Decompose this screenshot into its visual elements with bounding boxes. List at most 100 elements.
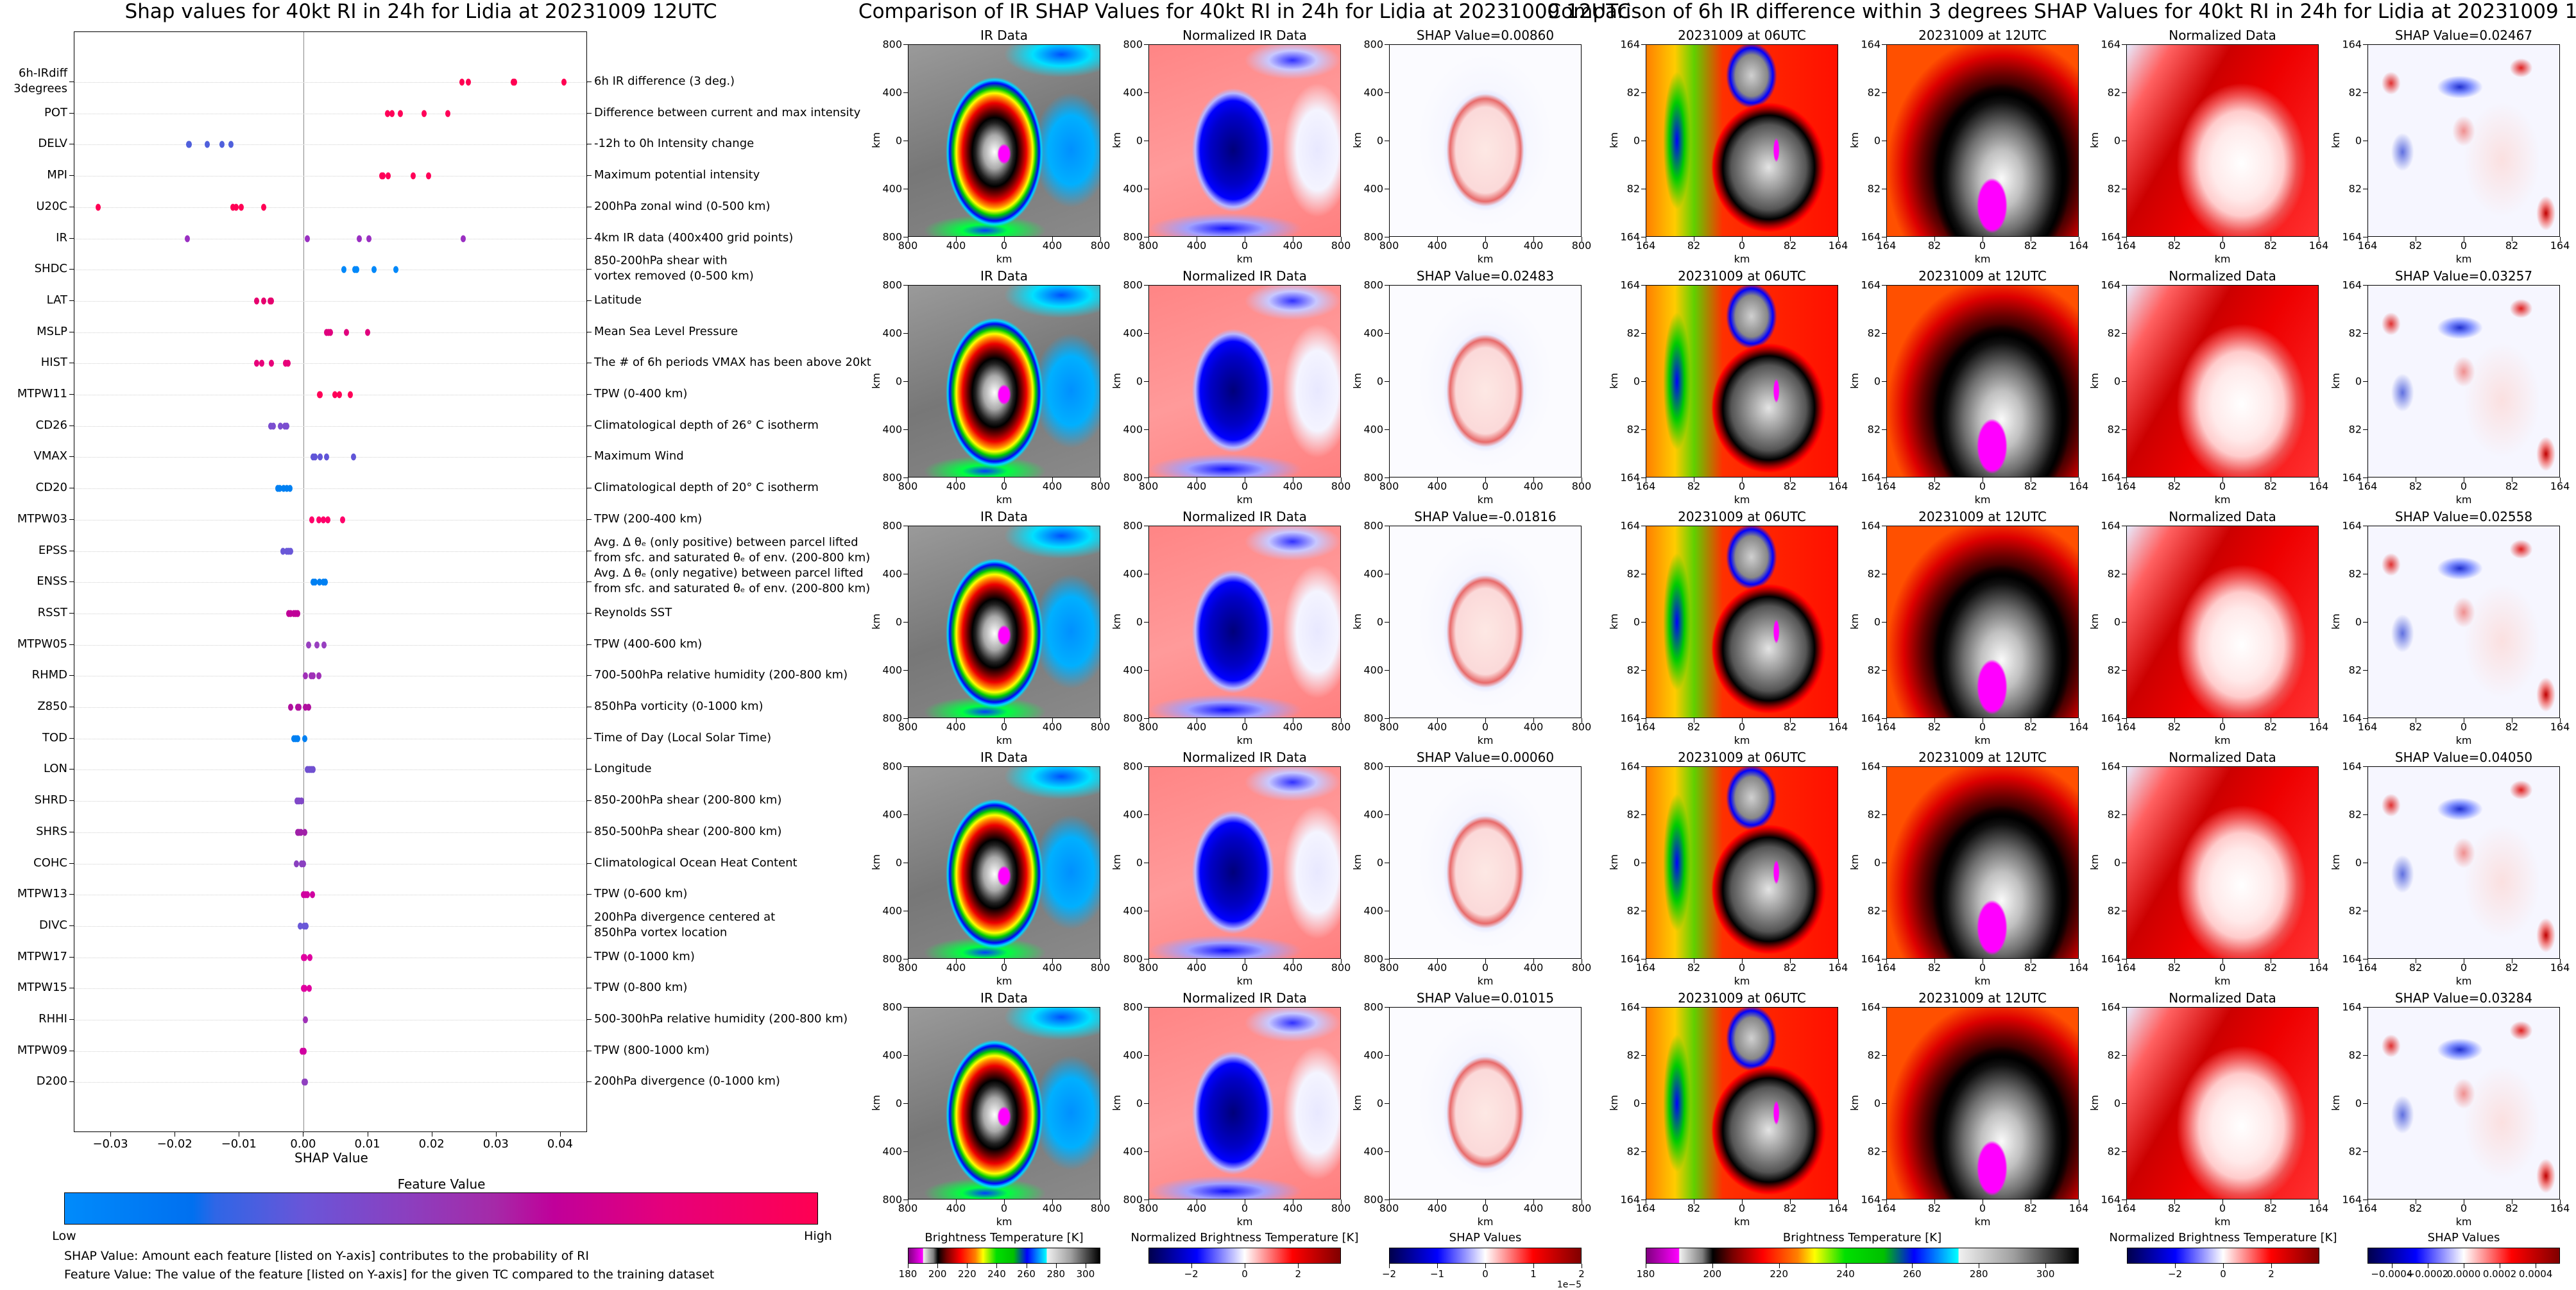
y-tick-label: 82 — [2107, 567, 2120, 580]
feature-description: 4km IR data (400x400 grid points) — [594, 230, 794, 245]
y-tick-label: 164 — [2101, 230, 2120, 243]
shap-point — [303, 703, 309, 711]
x-tick — [1886, 477, 1887, 482]
shap-point — [317, 578, 323, 586]
y-tick-label: 0 — [1136, 615, 1143, 628]
shap-point — [184, 235, 190, 242]
x-tick — [2174, 1200, 2175, 1204]
y-tick-right — [587, 237, 592, 239]
chart-title: Shap values for 40kt RI in 24h for Lidia… — [124, 0, 717, 23]
y-tick — [1144, 477, 1148, 478]
ir-shap-colorbar — [1389, 1248, 1582, 1264]
x-tick-label: 82 — [1783, 721, 1797, 733]
x-tick — [1886, 237, 1887, 241]
normalized-ir-panel — [1148, 285, 1341, 477]
x-tick-label: 0 — [1000, 721, 1008, 733]
x-tick-label: −0.03 — [92, 1137, 128, 1151]
x-tick-label: 800 — [898, 721, 918, 733]
shap-point — [307, 985, 312, 992]
shap-point — [234, 203, 239, 211]
y-tick — [2363, 670, 2367, 671]
x-tick — [1533, 237, 1534, 241]
feature-description: Latitude — [594, 293, 642, 307]
y-tick — [2122, 92, 2126, 93]
x-tick-label: 82 — [2024, 961, 2038, 974]
x-axis-label: km — [1236, 253, 1253, 265]
x-tick-label: 800 — [898, 961, 918, 974]
x-tick-label: 400 — [1427, 1202, 1447, 1214]
x-tick-label: 164 — [1876, 721, 1897, 733]
y-tick-right — [587, 612, 592, 614]
x-tick-label: 0 — [1979, 721, 1986, 733]
x-axis-label: km — [1477, 494, 1494, 506]
shap-point — [323, 578, 328, 586]
y-tick-label: 400 — [1123, 1145, 1143, 1158]
x-tick-label: 0 — [2460, 1202, 2468, 1214]
x-tick-label: 0 — [1241, 721, 1249, 733]
x-tick — [1742, 1200, 1743, 1204]
y-axis-label: km — [2088, 373, 2101, 389]
x-tick-label: 164 — [2068, 961, 2089, 974]
y-tick-label: 0 — [1376, 375, 1383, 388]
x-tick-label: 82 — [2409, 239, 2423, 252]
row-gridline — [74, 1051, 588, 1052]
y-tick — [69, 300, 74, 301]
ir-brightness-colorbar-label: Brightness Temperature [K] — [925, 1231, 1084, 1244]
y-tick — [1641, 766, 1646, 767]
ir-normalized-colorbar — [1148, 1248, 1341, 1264]
y-tick — [2122, 622, 2126, 623]
y-tick-label: 0 — [2355, 134, 2362, 147]
y-axis-label: km — [1607, 132, 1620, 148]
y-tick — [2122, 285, 2126, 286]
shap-point — [303, 672, 309, 680]
y-tick — [1144, 285, 1148, 286]
y-tick-label: 82 — [1626, 1049, 1640, 1062]
feature-code: MSLP — [37, 324, 67, 338]
y-tick-label: 0 — [1376, 856, 1383, 869]
x-tick-label: 400 — [1283, 961, 1303, 974]
shap-point — [311, 766, 316, 773]
x-tick-label: 400 — [1283, 721, 1303, 733]
x-tick-label: 164 — [1635, 721, 1656, 733]
feature-description: Maximum Wind — [594, 449, 684, 463]
row-gridline — [74, 988, 588, 990]
x-tick-label: 0 — [1000, 480, 1008, 492]
y-tick — [69, 612, 74, 614]
row-gridline — [74, 300, 588, 302]
y-tick-label: 164 — [2101, 519, 2120, 532]
y-tick-label: 400 — [1123, 327, 1143, 340]
normalized-ir-panel-title: Normalized IR Data — [1182, 509, 1307, 524]
y-tick-label: 164 — [2342, 1001, 2362, 1013]
x-tick-label: −0.01 — [221, 1137, 257, 1151]
x-tick-label: 164 — [1635, 961, 1656, 974]
x-tick-label: 400 — [1427, 721, 1447, 733]
irdiff-normalized-panel-title: Normalized Data — [2169, 750, 2276, 765]
y-tick-label: 82 — [2107, 1145, 2120, 1158]
y-tick-label: 800 — [1123, 279, 1143, 291]
feature-code: MTPW13 — [17, 887, 67, 901]
y-tick-label: 164 — [1620, 712, 1640, 725]
y-tick — [69, 863, 74, 864]
y-tick-label: 400 — [882, 808, 902, 821]
y-tick-label: 164 — [2101, 279, 2120, 291]
ir-06utc-panel — [1646, 285, 1838, 477]
y-tick — [69, 581, 74, 583]
x-axis-label: km — [1734, 1216, 1750, 1228]
y-tick-label: 0 — [1633, 1097, 1640, 1110]
x-tick-label: 164 — [2357, 1202, 2378, 1214]
y-tick-right — [587, 956, 592, 958]
colorbar-tick — [1533, 1264, 1534, 1268]
shap-point — [311, 672, 316, 680]
shap-point — [421, 110, 427, 117]
y-tick-label: 164 — [2101, 38, 2120, 51]
ir-shap-panel-title: SHAP Value=0.02483 — [1416, 268, 1555, 284]
x-tick — [1389, 1200, 1390, 1204]
colorbar-tick — [1437, 1264, 1438, 1268]
y-tick-label: 0 — [895, 134, 902, 147]
x-tick-label: 400 — [1186, 961, 1207, 974]
shap-point — [305, 235, 311, 242]
y-tick-label: 82 — [1867, 567, 1881, 580]
feature-code: LON — [43, 762, 67, 776]
y-tick — [1144, 429, 1148, 430]
y-tick-label: 400 — [1123, 567, 1143, 580]
